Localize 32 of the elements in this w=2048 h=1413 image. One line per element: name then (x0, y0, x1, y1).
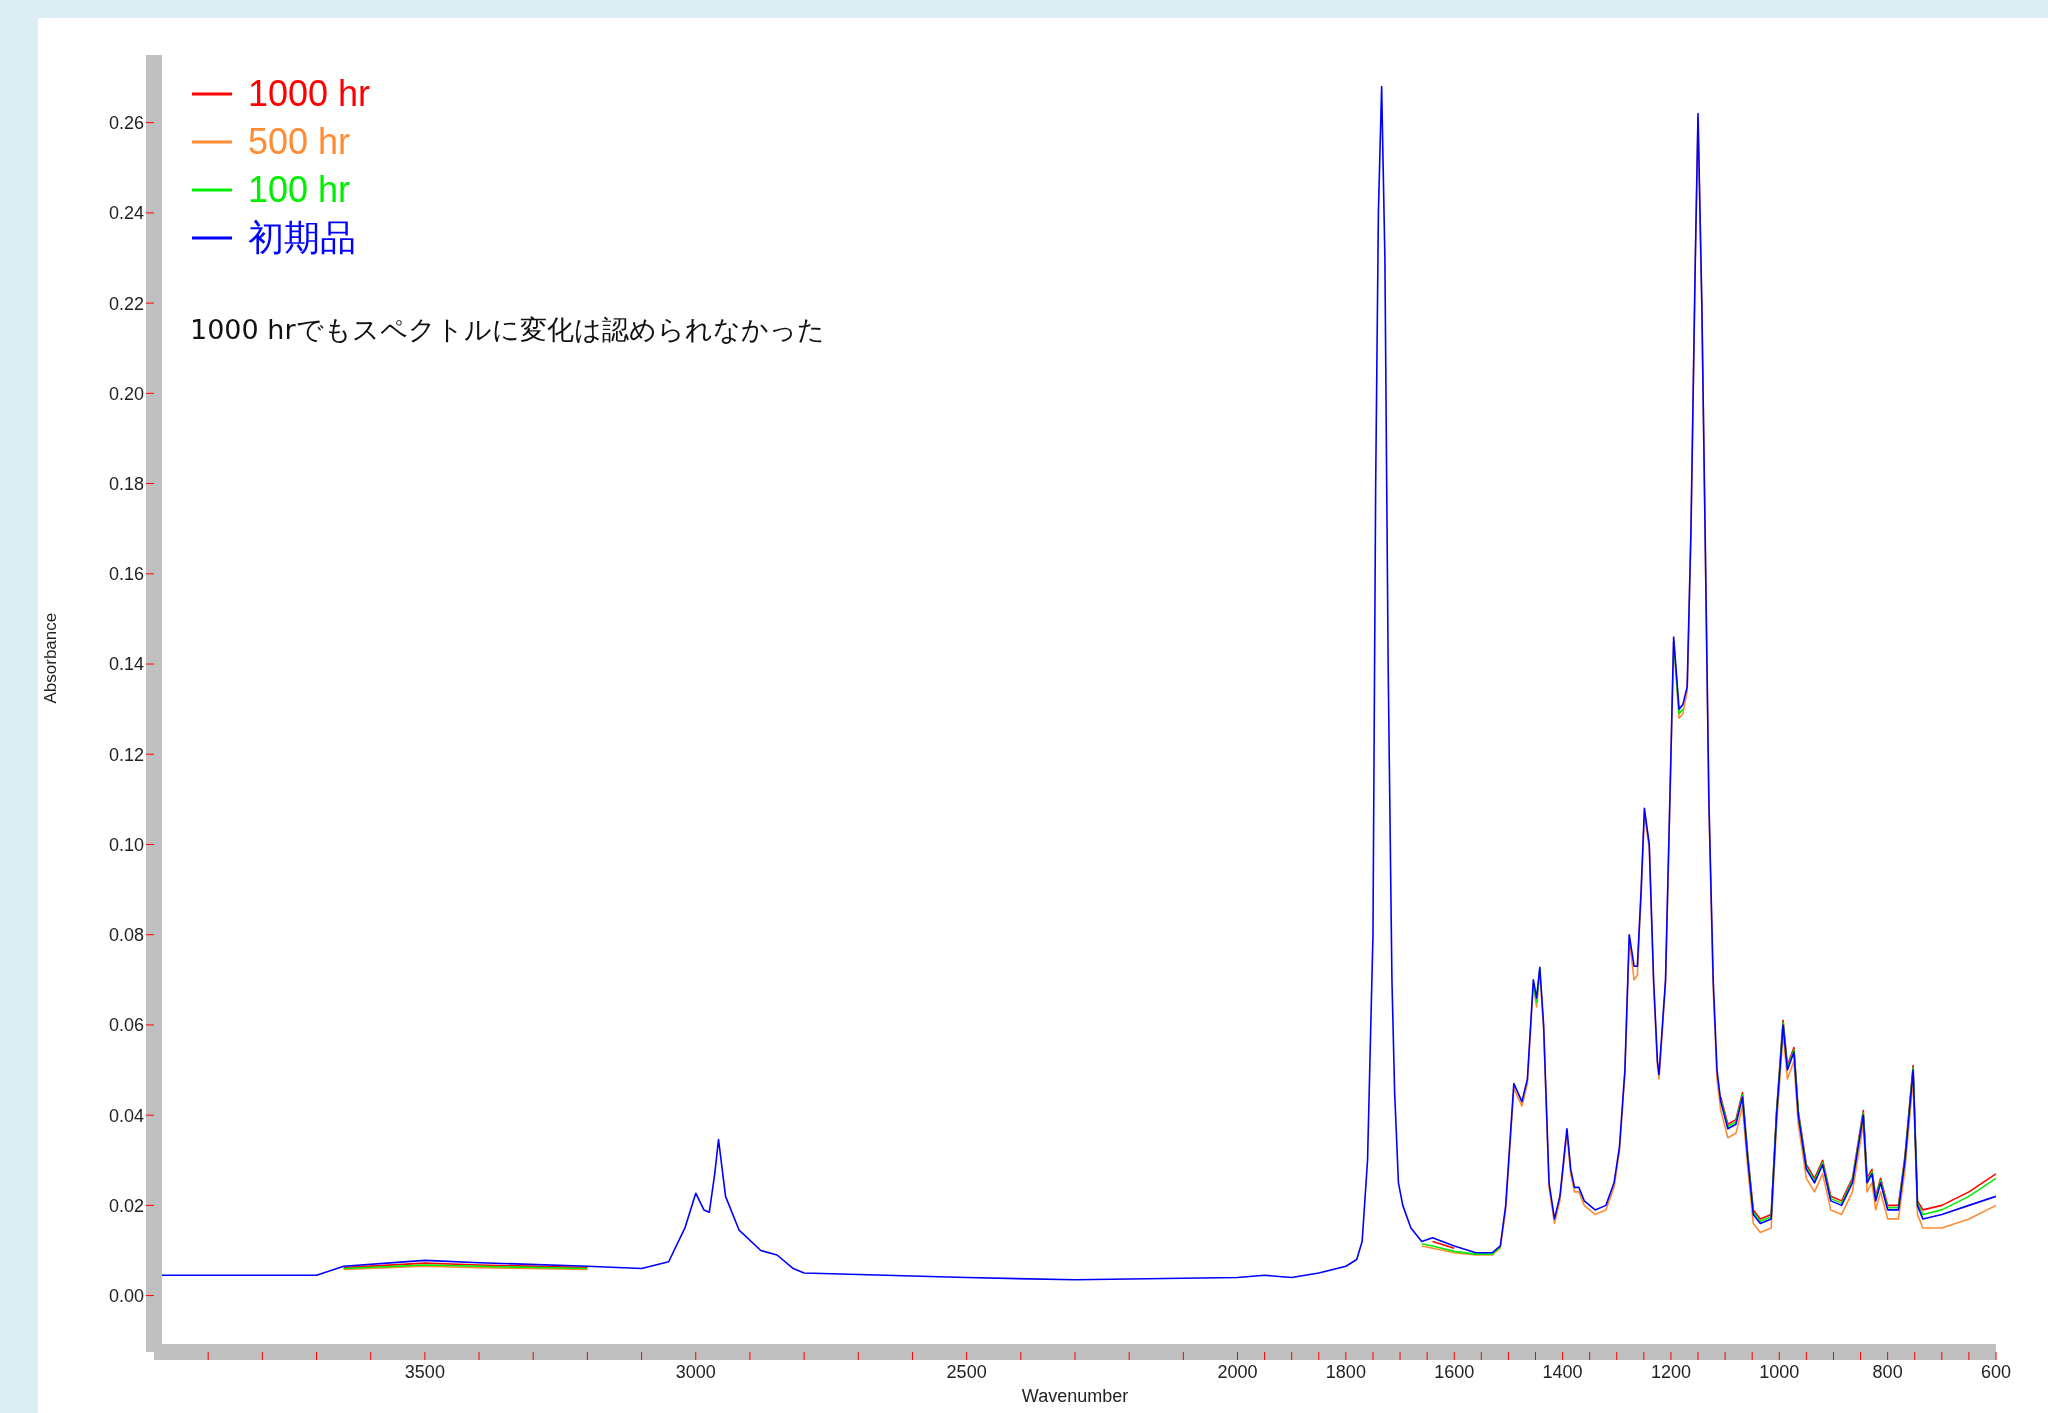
y-tick-label: 0.14 (108, 654, 144, 675)
y-tick-label: 0.26 (108, 113, 144, 134)
y-tick-label: 0.04 (108, 1105, 144, 1126)
legend-label: 初期品 (248, 216, 356, 260)
x-tick-label: 3000 (675, 1362, 716, 1382)
x-tick-label: 1800 (1325, 1362, 1366, 1382)
legend-label: 500 hr (248, 120, 351, 164)
x-tick-label: 600 (1980, 1362, 2012, 1382)
y-tick-label: 0.06 (108, 1015, 144, 1036)
legend-label: 100 hr (248, 168, 351, 212)
y-tick-label: 0.18 (108, 473, 144, 494)
y-tick-label: 0.02 (108, 1195, 144, 1216)
x-tick-label: 2000 (1217, 1362, 1258, 1382)
x-tick-label: 800 (1872, 1362, 1903, 1382)
x-axis-title: Wavenumber (1021, 1386, 1129, 1406)
x-tick-label: 1400 (1542, 1362, 1583, 1382)
y-tick-label: 0.10 (108, 834, 144, 855)
y-tick-label: 0.16 (108, 564, 144, 585)
y-tick-label: 0.08 (108, 925, 144, 946)
y-tick-label: 0.24 (108, 203, 144, 224)
y-axis-title: Absorbance (41, 612, 61, 704)
x-tick-label: 1200 (1650, 1362, 1691, 1382)
y-tick-label: 0.00 (108, 1286, 144, 1306)
legend-label: 1000 hr (248, 72, 371, 116)
y-tick-label: 0.20 (108, 383, 144, 404)
x-tick-label: 2500 (946, 1362, 987, 1382)
y-tick-label: 0.12 (108, 744, 144, 765)
y-tick-label: 0.22 (108, 293, 144, 314)
annotation: 1000 hrでもスペクトルに変化は認められなかった (190, 313, 825, 347)
x-tick-label: 3500 (404, 1362, 445, 1382)
x-tick-label: 1000 (1759, 1362, 1800, 1382)
x-tick-label: 1600 (1434, 1362, 1475, 1382)
